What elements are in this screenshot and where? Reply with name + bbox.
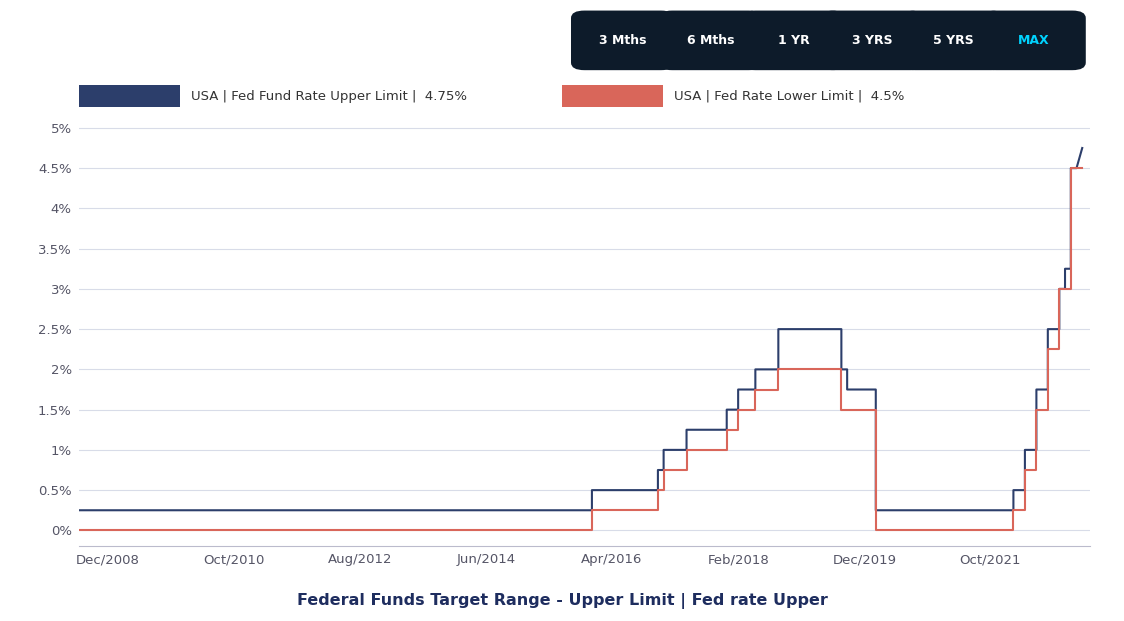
Text: 5 YRS: 5 YRS — [933, 34, 973, 47]
Text: USA | Fed Fund Rate Upper Limit |  4.75%: USA | Fed Fund Rate Upper Limit | 4.75% — [191, 90, 468, 102]
Text: 3 YRS: 3 YRS — [852, 34, 892, 47]
Text: 3 Mths: 3 Mths — [599, 34, 646, 47]
Text: 1 YR: 1 YR — [778, 34, 809, 47]
Text: MAX: MAX — [1018, 34, 1050, 47]
Text: USA | Fed Rate Lower Limit |  4.5%: USA | Fed Rate Lower Limit | 4.5% — [674, 90, 905, 102]
Text: 6 Mths: 6 Mths — [687, 34, 734, 47]
Text: Federal Funds Target Range - Upper Limit | Fed rate Upper: Federal Funds Target Range - Upper Limit… — [297, 592, 827, 609]
